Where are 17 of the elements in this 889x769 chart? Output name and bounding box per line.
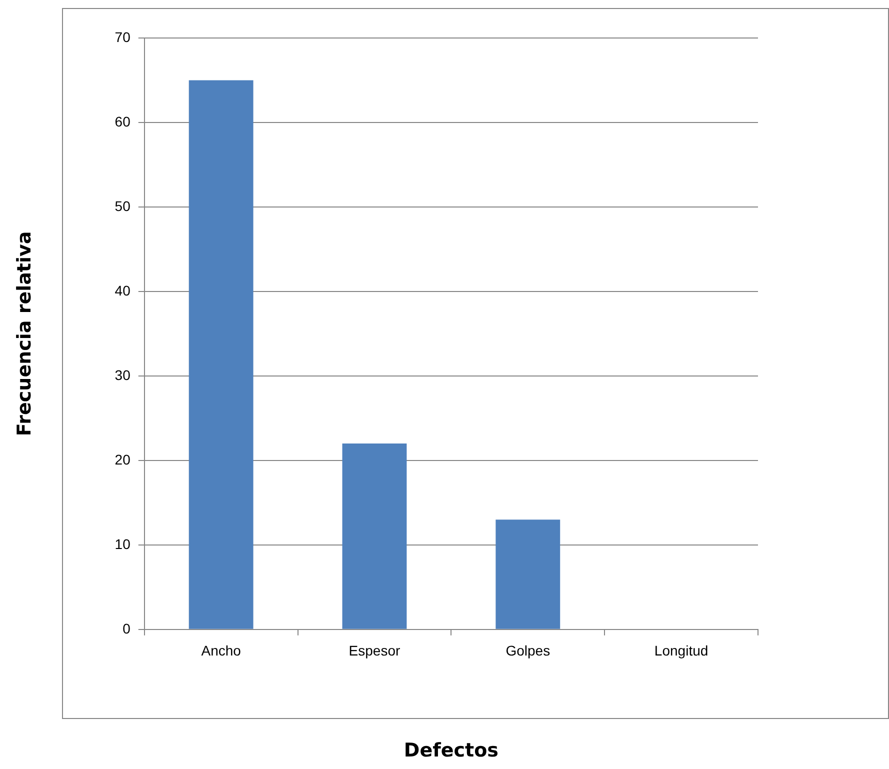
- x-tick-label: Espesor: [348, 642, 400, 659]
- y-tick-label: 50: [114, 198, 131, 214]
- y-tick-label: 60: [114, 113, 131, 130]
- y-axis-title: Frecuencia relativa: [13, 231, 36, 436]
- x-tick-label: Longitud: [654, 642, 708, 659]
- bar: [496, 520, 560, 629]
- y-tick-label: 20: [114, 451, 131, 468]
- bar: [188, 80, 254, 629]
- y-tick-label: 70: [114, 28, 131, 45]
- bar: [342, 444, 407, 629]
- y-tick-label: 40: [114, 282, 131, 298]
- y-tick-label: 30: [114, 366, 131, 383]
- y-tick-label: 10: [114, 536, 131, 552]
- x-tick-label: Golpes: [506, 642, 550, 659]
- x-tick-label: Ancho: [201, 642, 242, 659]
- y-tick-label: 0: [122, 620, 131, 636]
- x-axis-title: Defectos: [404, 740, 498, 762]
